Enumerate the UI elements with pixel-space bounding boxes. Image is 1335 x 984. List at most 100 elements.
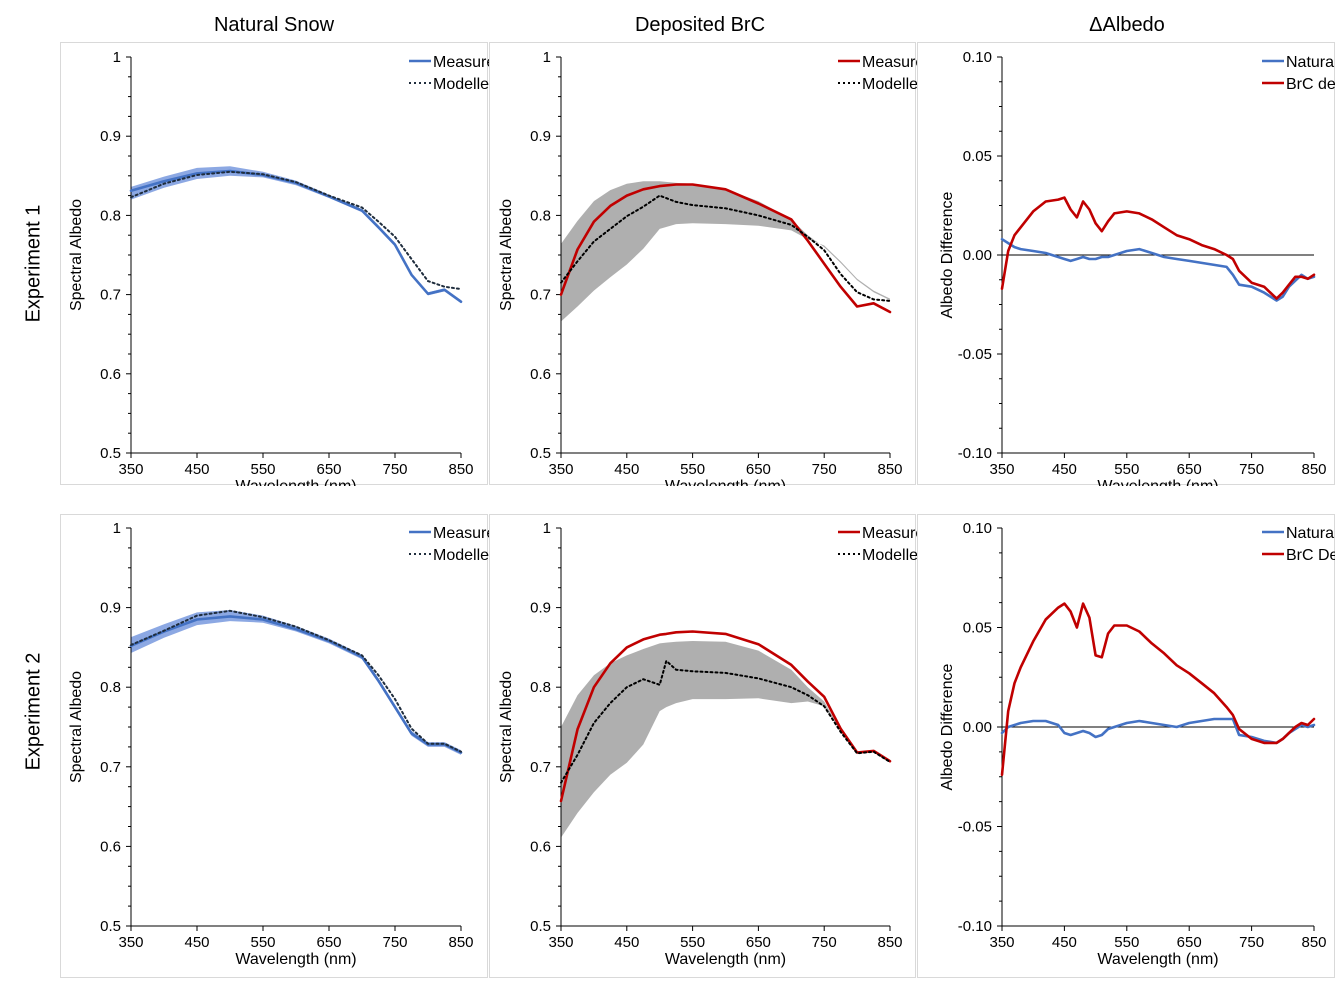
y-tick-label: 0.7 bbox=[530, 287, 551, 304]
chart-svg-4: 0.5 0.6 0.7 0.8 0.9 1 350 450 550 650 750 850 Wavele… bbox=[68, 520, 504, 968]
y-tick-label: 0.00 bbox=[963, 719, 992, 736]
x-tick-label: 750 bbox=[812, 461, 837, 478]
series-line-modelled bbox=[130, 609, 462, 753]
x-tick-label: 350 bbox=[118, 934, 143, 951]
x-tick-label: 750 bbox=[382, 934, 407, 951]
y-tick-label: 0.9 bbox=[530, 128, 551, 145]
x-tick-label: 550 bbox=[1114, 461, 1139, 478]
x-tick-label: 350 bbox=[989, 461, 1014, 478]
legend-label: Measured bbox=[433, 54, 489, 71]
x-tick-label: 650 bbox=[746, 461, 771, 478]
x-tick-label: 750 bbox=[812, 934, 837, 951]
y-tick-label: -0.10 bbox=[958, 445, 992, 462]
series-line-measured bbox=[129, 615, 463, 754]
series-line-modelled bbox=[560, 194, 891, 302]
y-tick-label: 0.8 bbox=[530, 679, 551, 696]
x-axis-label: Wavelength (nm) bbox=[1097, 951, 1218, 968]
legend-label: Natural snow bbox=[1286, 525, 1335, 542]
y-axis-label: Spectral Albedo bbox=[498, 671, 515, 783]
y-tick-label: 0.5 bbox=[530, 918, 551, 935]
y-axis-label: Spectral Albedo bbox=[68, 671, 85, 783]
x-tick-label: 650 bbox=[316, 934, 341, 951]
chart-panel-4: 0.5 0.6 0.7 0.8 0.9 1 350 450 550 650 750 850 Wavele… bbox=[60, 514, 504, 978]
x-tick-label: 350 bbox=[548, 461, 573, 478]
y-tick-label: -0.05 bbox=[958, 346, 992, 363]
series-line-natural-snow bbox=[1000, 237, 1316, 302]
legend-label: BrC Dep. bbox=[1286, 547, 1335, 564]
series-line-measured bbox=[559, 630, 892, 803]
legend-label: Modelled bbox=[862, 547, 917, 564]
x-tick-label: 550 bbox=[680, 934, 705, 951]
column-title-natural-snow: Natural Snow bbox=[213, 14, 335, 36]
x-axis-label: Wavelength (nm) bbox=[235, 478, 356, 486]
y-tick-label: 0.7 bbox=[100, 759, 121, 776]
y-tick-label: 1 bbox=[543, 49, 551, 66]
chart-panel-3: -0.10 -0.05 0.00 0.05 0.10 350 450 550 650 750 850… bbox=[917, 42, 1335, 495]
x-axis-label: Wavelength (nm) bbox=[1097, 478, 1218, 486]
x-tick-label: 850 bbox=[1301, 934, 1326, 951]
y-tick-label: 1 bbox=[113, 520, 121, 537]
chart-svg-3: -0.10 -0.05 0.00 0.05 0.10 350 450 550 650 750 850… bbox=[939, 49, 1335, 495]
y-tick-label: 0.10 bbox=[963, 49, 992, 66]
series-line-measured bbox=[559, 183, 892, 314]
y-tick-label: 1 bbox=[543, 520, 551, 537]
x-tick-label: 350 bbox=[548, 934, 573, 951]
legend-label: Measured bbox=[433, 525, 489, 542]
x-tick-label: 850 bbox=[1301, 461, 1326, 478]
chart-svg-5: 0.5 0.6 0.7 0.8 0.9 1 350 450 550 650 750 850 Wavele… bbox=[498, 520, 933, 968]
y-axis-label: Albedo Difference bbox=[939, 663, 956, 790]
x-tick-label: 850 bbox=[448, 934, 473, 951]
uncertainty-band bbox=[131, 166, 461, 304]
x-tick-label: 650 bbox=[746, 934, 771, 951]
column-title-deposited-brc: Deposited BrC bbox=[634, 14, 766, 36]
y-tick-label: 0.7 bbox=[530, 759, 551, 776]
legend-label: Modelled bbox=[433, 547, 489, 564]
uncertainty-band bbox=[561, 181, 890, 322]
series-line-brc-dep- bbox=[1000, 196, 1316, 300]
y-tick-label: 0.7 bbox=[100, 287, 121, 304]
legend-label: Modelled bbox=[862, 76, 917, 93]
y-tick-label: 0.8 bbox=[100, 207, 121, 224]
y-tick-label: 0.05 bbox=[963, 148, 992, 165]
x-tick-label: 750 bbox=[382, 461, 407, 478]
series-line-measured bbox=[129, 169, 463, 303]
y-tick-label: 0.5 bbox=[530, 445, 551, 462]
y-tick-label: 0.8 bbox=[530, 207, 551, 224]
x-tick-label: 350 bbox=[989, 934, 1014, 951]
x-tick-label: 750 bbox=[1239, 934, 1264, 951]
chart-panel-2: 0.5 0.6 0.7 0.8 0.9 1 350 450 550 650 750 850 Wavele… bbox=[489, 42, 933, 495]
y-tick-label: 0.05 bbox=[963, 620, 992, 637]
x-tick-label: 550 bbox=[250, 461, 275, 478]
legend-label: Natural Snow bbox=[1286, 54, 1335, 71]
x-tick-label: 350 bbox=[118, 461, 143, 478]
chart-svg-6: -0.10 -0.05 0.00 0.05 0.10 350 450 550 650 750 850… bbox=[939, 520, 1335, 968]
x-tick-label: 650 bbox=[1177, 934, 1202, 951]
y-tick-label: 0.9 bbox=[100, 600, 121, 617]
series-line-modelled bbox=[560, 659, 891, 784]
y-tick-label: 1 bbox=[113, 49, 121, 66]
x-axis-label: Wavelength (nm) bbox=[665, 951, 786, 968]
x-tick-label: 550 bbox=[250, 934, 275, 951]
chart-panel-1: 0.5 0.6 0.7 0.8 0.9 1 350 450 550 650 750 850 Wavele… bbox=[60, 42, 504, 495]
series-line-brc-dep- bbox=[1000, 602, 1316, 777]
y-tick-label: 0.5 bbox=[100, 445, 121, 462]
y-tick-label: 0.6 bbox=[530, 838, 551, 855]
y-tick-label: 0.6 bbox=[100, 366, 121, 383]
y-tick-label: -0.05 bbox=[958, 819, 992, 836]
legend-label: BrC dep. bbox=[1286, 76, 1335, 93]
x-axis-label: Wavelength (nm) bbox=[235, 951, 356, 968]
y-axis-label: Spectral Albedo bbox=[68, 199, 85, 311]
uncertainty-band bbox=[131, 610, 461, 755]
uncertainty-band bbox=[561, 641, 890, 838]
x-tick-label: 450 bbox=[614, 934, 639, 951]
y-tick-label: 0.10 bbox=[963, 520, 992, 537]
x-tick-label: 450 bbox=[1052, 461, 1077, 478]
y-tick-label: 0.6 bbox=[100, 838, 121, 855]
chart-panel-6: -0.10 -0.05 0.00 0.05 0.10 350 450 550 650 750 850… bbox=[917, 514, 1335, 978]
y-tick-label: 0.6 bbox=[530, 366, 551, 383]
series-line-modelled bbox=[130, 170, 462, 291]
chart-svg-2: 0.5 0.6 0.7 0.8 0.9 1 350 450 550 650 750 850 Wavele… bbox=[498, 49, 933, 495]
x-tick-label: 550 bbox=[680, 461, 705, 478]
row-title-experiment-2: Experiment 2 bbox=[22, 652, 45, 771]
y-tick-label: -0.10 bbox=[958, 918, 992, 935]
